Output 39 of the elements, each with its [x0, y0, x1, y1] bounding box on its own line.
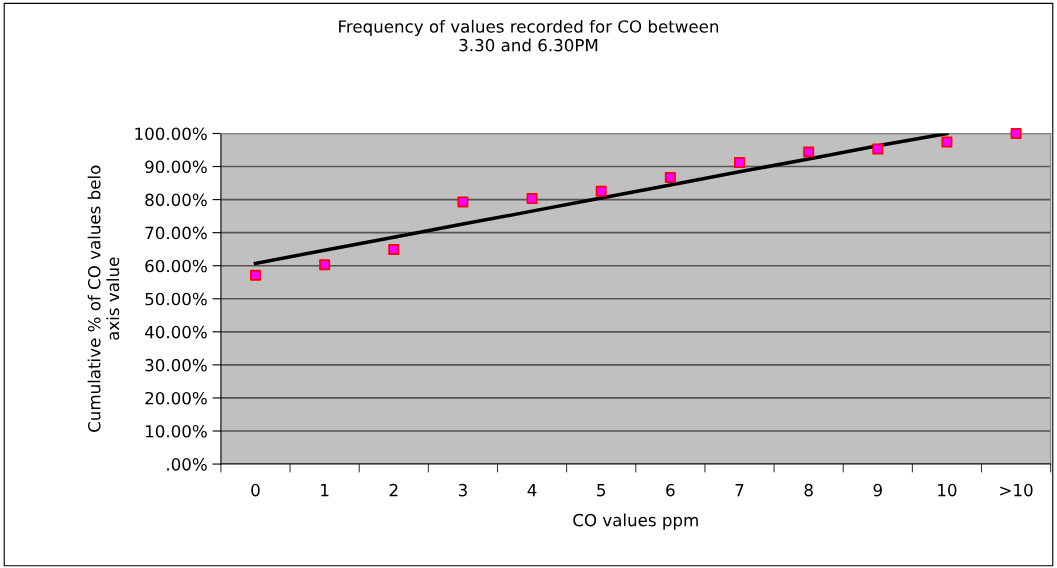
y-axis-title: Cumulative % of CO values belo axis value	[87, 165, 120, 432]
y-tick-label: 50.00%	[145, 292, 207, 306]
x-tick-label: 9	[873, 483, 882, 497]
point	[595, 185, 607, 197]
x-tick-label: 8	[804, 483, 813, 497]
x-tick-label: 10	[938, 483, 957, 497]
point	[319, 259, 331, 271]
point	[457, 196, 469, 208]
point	[664, 171, 676, 183]
point	[872, 143, 884, 155]
y-tick-label: 30.00%	[145, 358, 207, 372]
point	[249, 269, 261, 281]
point	[388, 244, 400, 256]
x-tick-label: 4	[527, 484, 537, 497]
point	[803, 146, 815, 158]
y-tick-label: 70.00%	[145, 226, 207, 240]
y-tick-label: 40.00%	[144, 325, 207, 339]
y-tick-label: 100.00%	[135, 127, 207, 141]
y-tick-label: 90.00%	[145, 160, 207, 174]
x-tick-label: 1	[321, 484, 329, 497]
line-series	[253, 133, 949, 266]
x-tick-label: >10	[1000, 483, 1033, 497]
x-axis-title: CO values ppm	[573, 513, 698, 530]
x-tick-label: 3	[458, 483, 467, 497]
y-tick-label: .00%	[167, 458, 207, 471]
chart-title: Frequency of values recorded for CO between 3.30 and 6.30PM	[339, 19, 719, 52]
x-tick-label: 2	[389, 483, 398, 497]
y-tick-label: 60.00%	[145, 259, 207, 273]
y-tick-label: 20.00%	[145, 391, 207, 405]
y-tick-label: 10.00%	[146, 424, 207, 438]
x-tick-label: 5	[597, 484, 606, 497]
y-tick-label: 80.00%	[145, 193, 207, 207]
point	[526, 193, 538, 205]
point	[734, 157, 745, 169]
x-tick-label: 0	[251, 483, 260, 497]
point	[941, 136, 953, 148]
x-tick-label: 7	[735, 484, 744, 497]
point	[1010, 127, 1022, 139]
x-tick-label: 6	[666, 483, 675, 497]
